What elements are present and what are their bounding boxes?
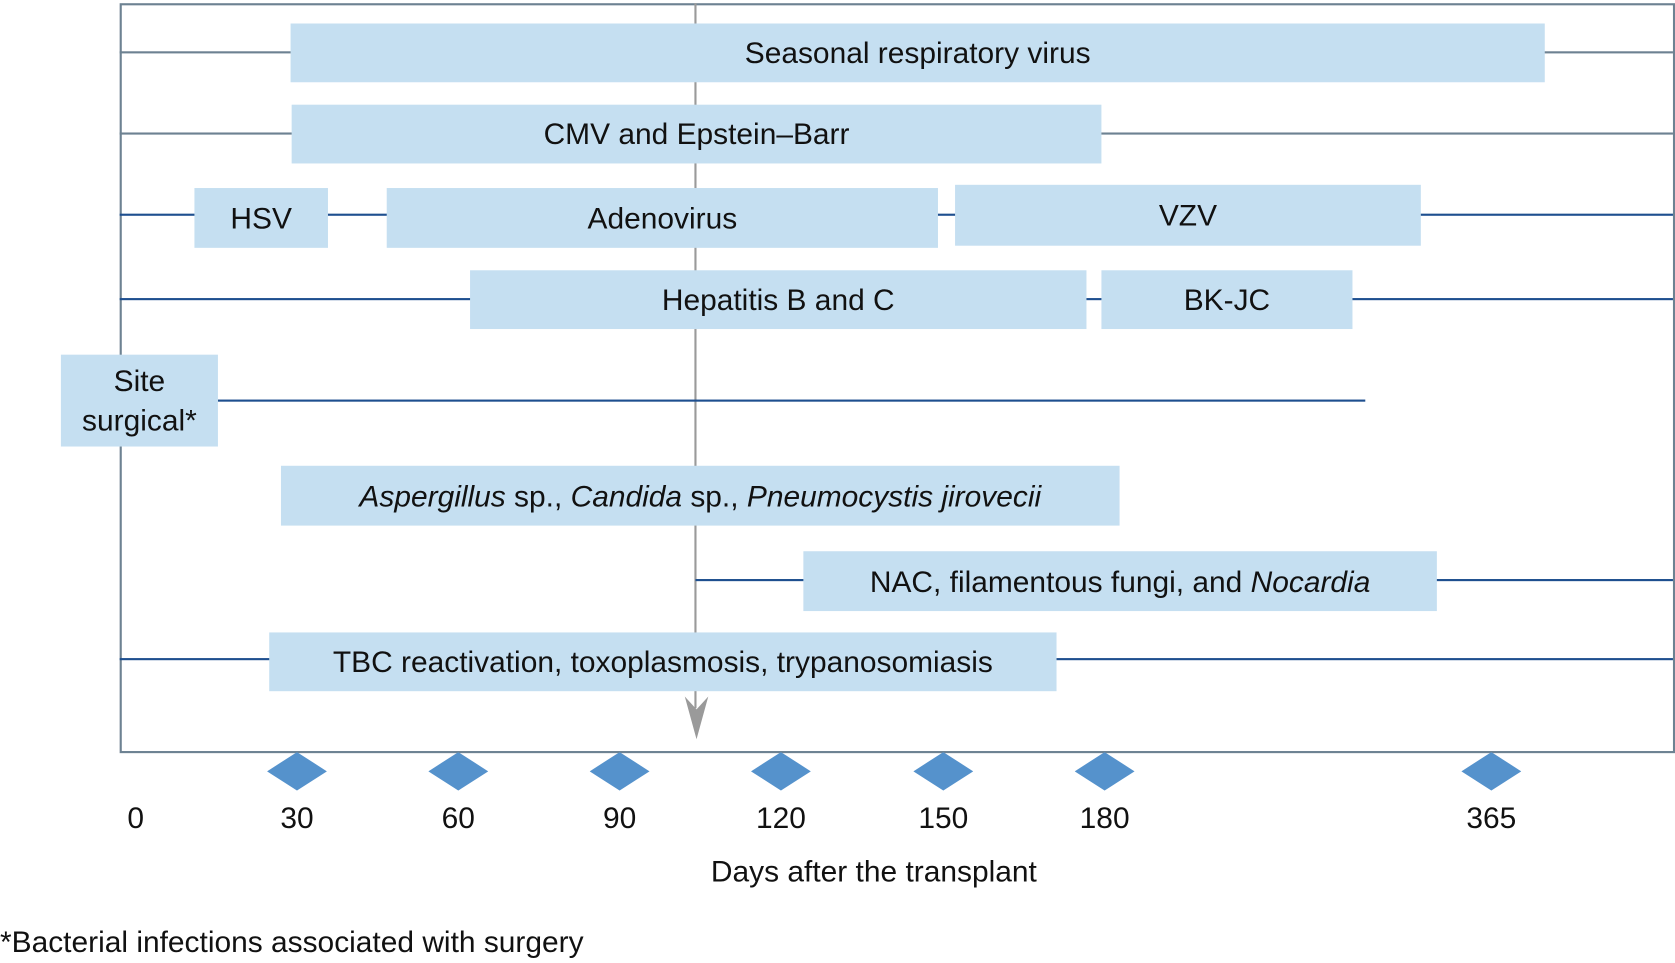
bkjc-label: BK-JC (1183, 283, 1271, 317)
vzv-box: VZV (955, 184, 1421, 246)
axis-title: Days after the transplant (710, 854, 1037, 888)
tick-marker-diamond (1074, 752, 1135, 791)
arrow-down-icon (684, 696, 709, 740)
tbc-box: TBC reactivation, toxoplasmosis, trypano… (269, 632, 1057, 692)
cmv-label: CMV and Epstein–Barr (543, 117, 850, 151)
tbc-label: TBC reactivation, toxoplasmosis, trypano… (332, 645, 993, 679)
site-surgical-box: Site surgical* (60, 354, 218, 447)
hsv-label: HSV (230, 201, 292, 235)
tick-label: 120 (755, 801, 806, 835)
adenovirus-label: Adenovirus (587, 201, 738, 235)
hepatitis-label: Hepatitis B and C (661, 283, 895, 317)
hsv-box: HSV (194, 188, 328, 248)
sp-label: sp., (682, 479, 747, 513)
candida-label: Candida (570, 479, 683, 513)
surgical-label: surgical* (82, 403, 197, 437)
fungi-box: Aspergillus sp., Candida sp., Pneumocyst… (280, 465, 1120, 526)
tick-marker-diamond (428, 752, 489, 791)
nocardia-label: Nocardia (1250, 564, 1371, 598)
hepatitis-box: Hepatitis B and C (470, 270, 1087, 330)
nac-box: NAC, filamentous fungi, and Nocardia (803, 551, 1437, 612)
site-label: Site (113, 364, 166, 398)
footnote: *Bacterial infections associated with su… (0, 925, 584, 959)
seasonal-label: Seasonal respiratory virus (744, 36, 1091, 70)
tick-label: 0 (127, 801, 144, 835)
tick-label: 30 (280, 801, 314, 835)
vzv-label: VZV (1158, 198, 1218, 232)
tick-marker-diamond (751, 752, 811, 791)
bkjc-box: BK-JC (1101, 270, 1353, 330)
tick-marker-diamond (589, 752, 650, 791)
sp-label: sp., (505, 479, 571, 513)
aspergillus-label: Aspergillus (359, 479, 506, 513)
tick-label: 90 (602, 801, 637, 835)
nac-label: NAC, filamentous fungi, and (869, 564, 1251, 598)
reference-line (694, 3, 697, 709)
row-line-site (217, 399, 1366, 402)
seasonal-box: Seasonal respiratory virus (290, 23, 1545, 83)
pneumocystis-label: Pneumocystis jirovecii (746, 479, 1042, 513)
tick-marker-diamond (267, 752, 327, 791)
tick-label: 180 (1079, 801, 1130, 835)
tick-marker-diamond (913, 752, 974, 791)
tick-label: 150 (918, 801, 969, 835)
tick-marker-diamond (1461, 752, 1522, 791)
tick-label: 365 (1466, 801, 1517, 835)
adenovirus-box: Adenovirus (386, 188, 938, 248)
cmv-box: CMV and Epstein–Barr (291, 104, 1102, 164)
tick-label: 60 (441, 801, 475, 835)
